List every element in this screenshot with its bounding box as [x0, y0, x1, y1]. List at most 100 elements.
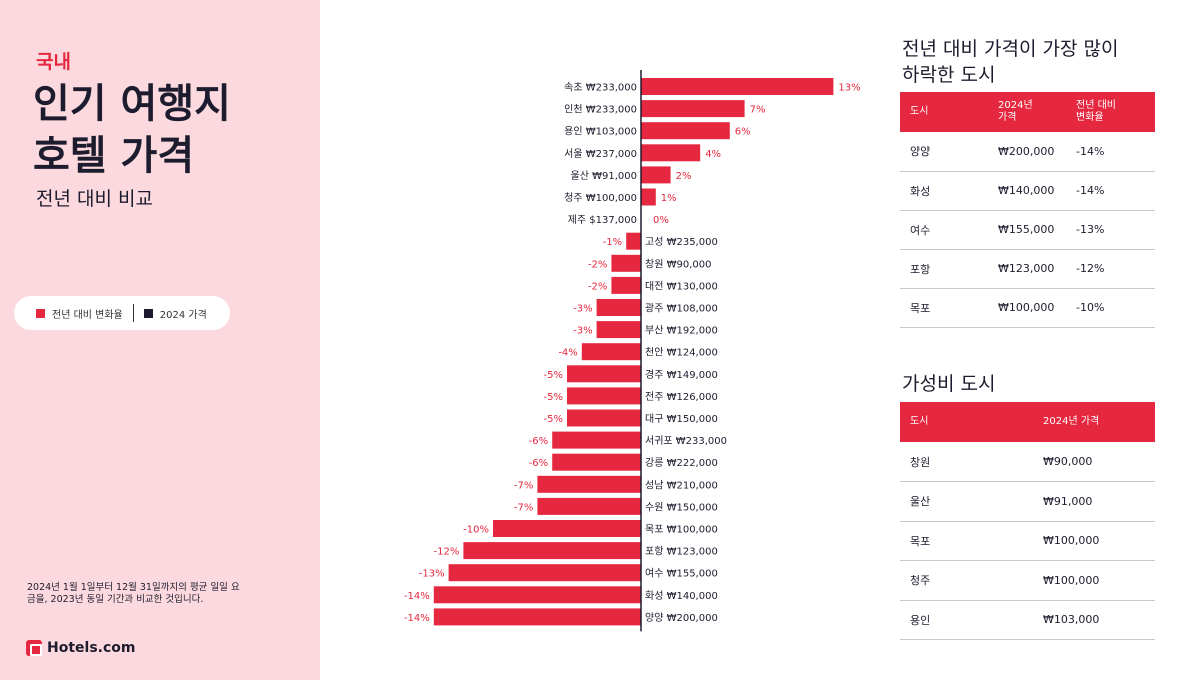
footnote: 2024년 1월 1일부터 12월 31일까지의 평균 일일 요금을, 2023… — [27, 582, 240, 605]
table-row: 용인 ₩103,000 — [900, 600, 1155, 640]
legend-item-change: 전년 대비 변화율 — [36, 306, 123, 321]
table-row: 목포 ₩100,000 -10% — [900, 288, 1155, 328]
category-label: 광주 ₩108,000 — [645, 303, 718, 315]
value-label: 1% — [661, 193, 677, 204]
value-label: 6% — [735, 127, 751, 138]
value-label: 13% — [838, 83, 860, 94]
table-cell: -14% — [1066, 132, 1155, 172]
bar — [448, 564, 641, 582]
legend-item-price: 2024 가격 — [143, 306, 207, 321]
bar — [641, 122, 730, 140]
table-cell: ₩140,000 — [988, 171, 1066, 211]
category-label: 여수 ₩155,000 — [645, 568, 718, 580]
table-cell: 화성 — [900, 171, 988, 211]
page-subtitle: 전년 대비 비교 — [36, 188, 153, 210]
value-label: 2% — [676, 171, 692, 182]
category-label: 인천 ₩233,000 — [564, 104, 637, 116]
bar — [596, 321, 641, 339]
category-label: 천안 ₩124,000 — [645, 347, 718, 359]
value-label: -14% — [404, 613, 430, 624]
category-label: 전주 ₩126,000 — [645, 391, 718, 403]
table1-title-line-1: 전년 대비 가격이 가장 많이 — [902, 38, 1119, 60]
table-cell: 목포 — [900, 288, 988, 328]
bar — [433, 608, 641, 626]
table1-title-line-2: 하락한 도시 — [902, 64, 996, 86]
bar — [641, 166, 671, 184]
category-label: 대전 ₩130,000 — [645, 280, 718, 292]
bar — [641, 144, 701, 162]
bar — [581, 343, 641, 361]
table-cell: 울산 — [900, 481, 1033, 522]
page-title-line-1: 인기 여행지 — [33, 81, 231, 127]
table-cell: ₩91,000 — [1033, 481, 1155, 522]
category-label: 수원 ₩150,000 — [645, 501, 718, 513]
table-header-row: 도시 2024년 가격 — [900, 402, 1155, 442]
table-cell: ₩90,000 — [1033, 442, 1155, 482]
table-header-row: 도시 2024년 가격 전년 대비 변화율 — [900, 92, 1155, 132]
value-label: 4% — [705, 149, 721, 160]
legend-divider — [132, 304, 134, 322]
category-label: 용인 ₩103,000 — [564, 126, 637, 138]
table-cell: 양양 — [900, 132, 988, 172]
category-label: 경주 ₩149,000 — [645, 368, 718, 381]
value-label: -1% — [603, 237, 622, 248]
hotels-logo-text: Hotels.com — [47, 640, 136, 656]
table-cell: -12% — [1066, 249, 1155, 289]
chart-legend: 전년 대비 변화율 2024 가격 — [14, 296, 230, 330]
category-label: 서귀포 ₩233,000 — [645, 435, 727, 447]
table-row: 울산 ₩91,000 — [900, 481, 1155, 522]
bar — [493, 520, 641, 537]
bar — [567, 365, 641, 383]
page-title: 인기 여행지 호텔 가격 — [33, 78, 231, 182]
category-label: 고성 ₩235,000 — [645, 236, 718, 248]
value-label: -7% — [514, 502, 533, 513]
value-label: 7% — [750, 105, 766, 116]
value-label: -10% — [463, 525, 489, 536]
category-label: 강릉 ₩222,000 — [645, 457, 718, 469]
table-cell: -13% — [1066, 210, 1155, 250]
bar — [641, 78, 834, 95]
table-cell: 목포 — [900, 521, 1033, 561]
table-header-cell: 도시 — [900, 402, 1033, 442]
category-label: 대구 ₩150,000 — [645, 413, 718, 425]
table-header-cell: 전년 대비 변화율 — [1066, 92, 1155, 132]
table-cell: -14% — [1066, 171, 1155, 211]
bar — [611, 254, 641, 272]
table-cell: 여수 — [900, 210, 988, 250]
table-cell: -10% — [1066, 288, 1155, 328]
category-label: 목포 ₩100,000 — [645, 524, 718, 536]
category-label: 양양 ₩200,000 — [645, 612, 718, 624]
table-cell: ₩100,000 — [1033, 560, 1155, 601]
table-cell: 청주 — [900, 560, 1033, 601]
value-label: -3% — [573, 304, 592, 315]
table2-title: 가성비 도시 — [902, 373, 996, 395]
hotels-logo-icon — [26, 640, 42, 656]
category-label: 속초 ₩233,000 — [564, 82, 637, 94]
bar — [611, 276, 641, 294]
bar — [567, 387, 641, 405]
table-cell: 포항 — [900, 249, 988, 289]
bar — [552, 453, 641, 471]
category-label: 포항 ₩123,000 — [645, 546, 718, 558]
value-label: -14% — [404, 591, 430, 602]
value-label: -12% — [434, 547, 460, 558]
category-label: 청주 ₩100,000 — [564, 192, 637, 204]
value-label: -5% — [544, 370, 563, 381]
value-label: -2% — [588, 281, 607, 292]
category-label: 성남 ₩210,000 — [645, 479, 718, 491]
table-cell: ₩103,000 — [1033, 600, 1155, 640]
table-cell: ₩100,000 — [988, 288, 1066, 328]
value-label: -5% — [544, 414, 563, 425]
bar — [641, 188, 656, 206]
hotels-logo: Hotels.com — [26, 640, 135, 656]
table-cell: ₩123,000 — [988, 249, 1066, 289]
bar — [463, 542, 641, 560]
bar — [626, 232, 641, 250]
value-label: -6% — [529, 458, 548, 469]
largest-decline-table: 도시 2024년 가격 전년 대비 변화율 양양 ₩200,000 -14% 화… — [900, 92, 1155, 328]
table-header-cell: 도시 — [900, 92, 988, 132]
value-label: -4% — [558, 348, 577, 359]
page-title-line-2: 호텔 가격 — [33, 133, 195, 179]
bar — [596, 299, 641, 316]
category-label: 국내 — [36, 51, 71, 73]
